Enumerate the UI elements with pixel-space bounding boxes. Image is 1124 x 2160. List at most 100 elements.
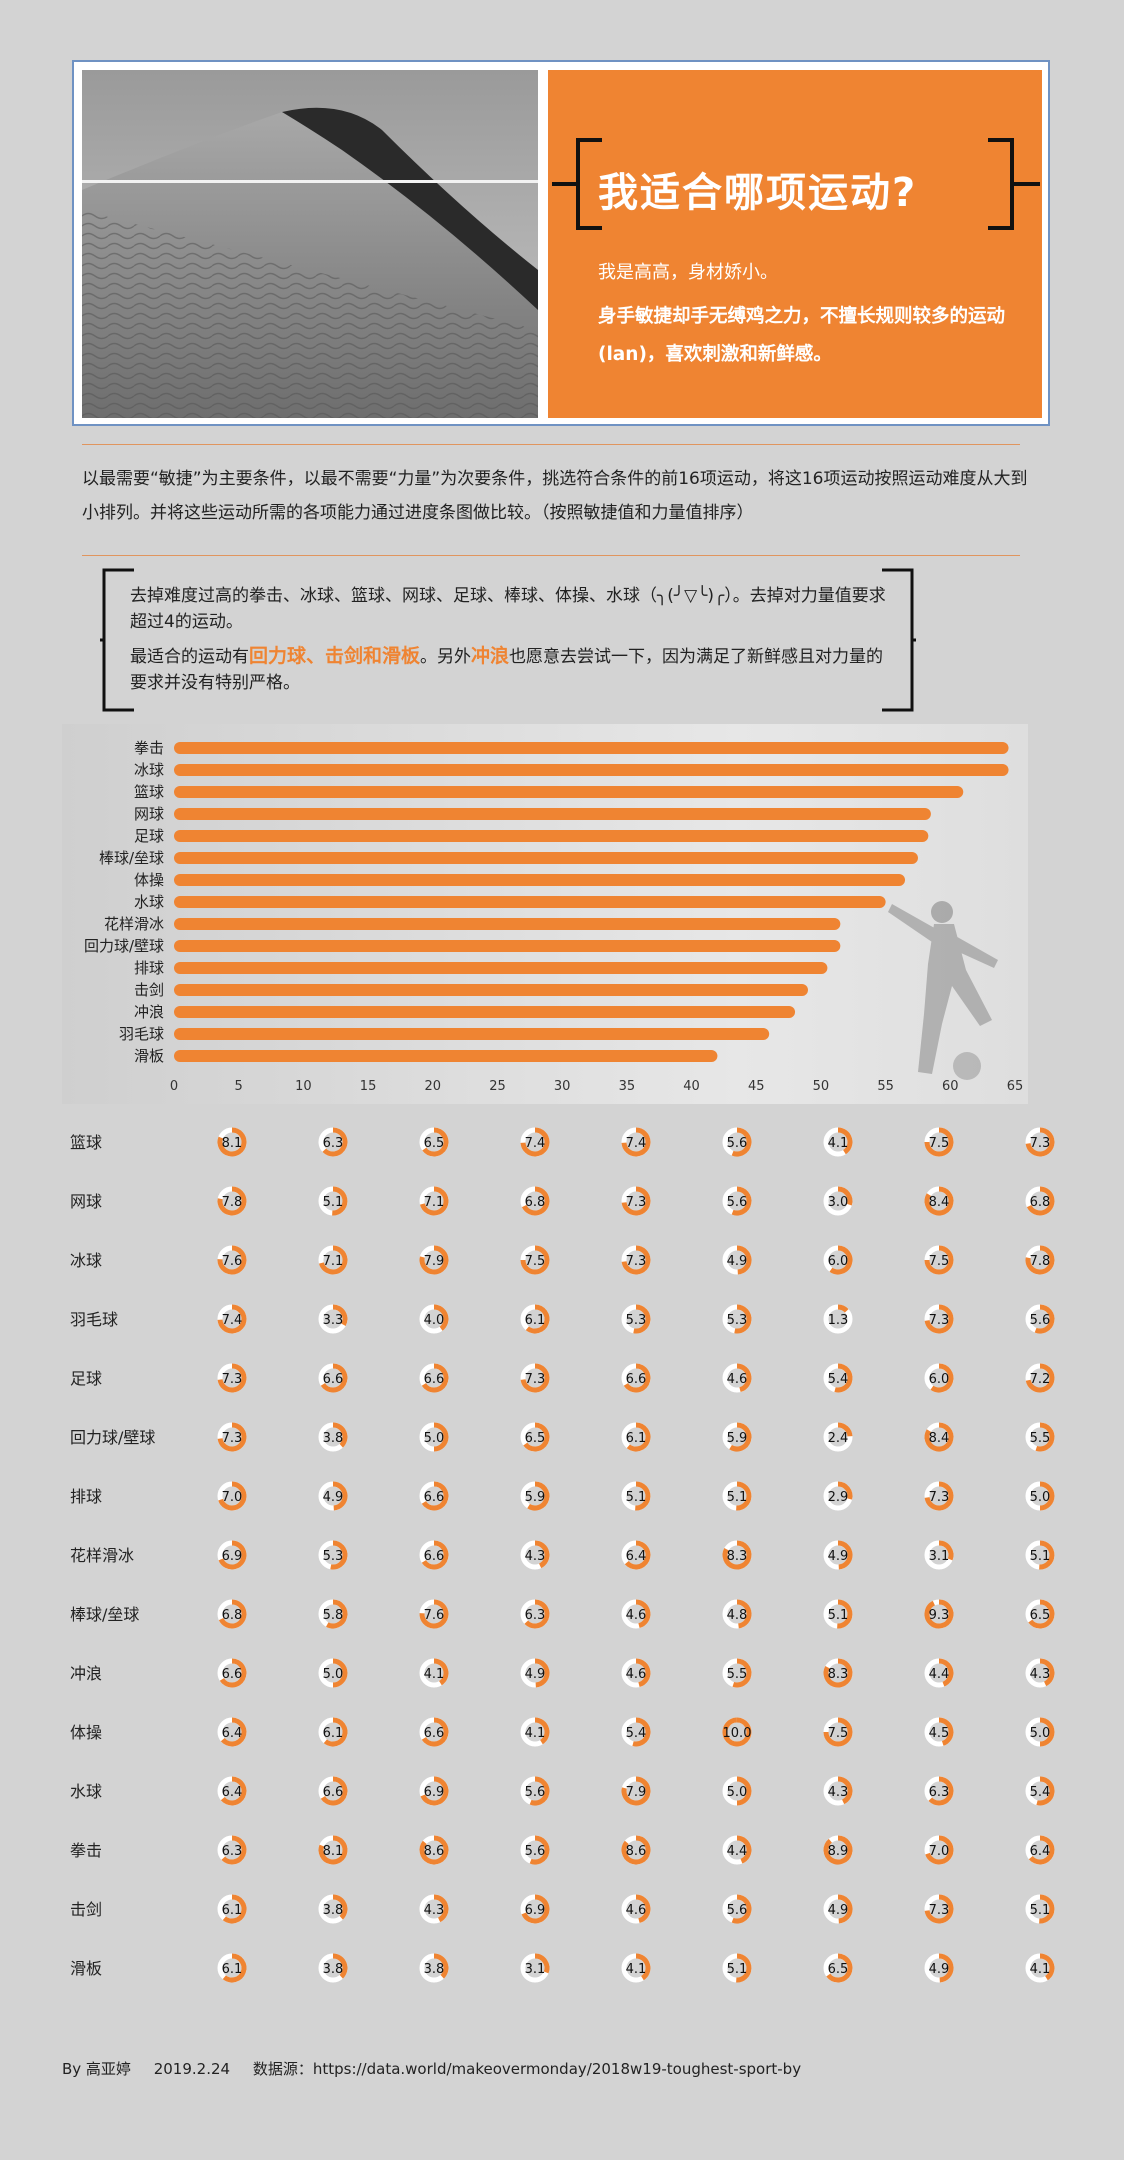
progress-value: 7.3 — [222, 1431, 243, 1446]
progress-arc — [433, 1658, 449, 1686]
progress-arc — [1025, 1363, 1055, 1393]
progress-arc — [924, 1186, 954, 1216]
matrix-row-label: 花样滑冰 — [70, 1546, 134, 1565]
progress-arc — [218, 1481, 247, 1511]
x-tick-label: 65 — [1007, 1079, 1024, 1094]
progress-arc — [837, 1776, 853, 1805]
progress-arc — [736, 1835, 752, 1864]
x-tick-label: 55 — [877, 1079, 894, 1094]
progress-value: 7.3 — [929, 1313, 950, 1328]
progress-value: 8.6 — [424, 1844, 445, 1859]
progress-value: 7.6 — [424, 1608, 445, 1623]
progress-value: 6.1 — [323, 1726, 344, 1741]
intro-line-2: 身手敏捷却手无缚鸡之力，不擅长规则较多的运动(lan)，喜欢刺激和新鲜感。 — [598, 306, 1006, 365]
progress-value: 7.3 — [929, 1490, 950, 1505]
progress-arc — [624, 1540, 651, 1570]
progress-arc — [1025, 1245, 1055, 1275]
progress-value: 3.8 — [323, 1431, 344, 1446]
progress-arc — [534, 1717, 550, 1745]
progress-value: 5.9 — [727, 1431, 748, 1446]
progress-arc — [837, 1186, 853, 1206]
progress-value: 6.0 — [828, 1254, 849, 1269]
progress-arc — [525, 1304, 550, 1334]
matrix-row-label: 网球 — [70, 1192, 102, 1211]
progress-value: 5.0 — [424, 1431, 445, 1446]
progress-arc — [222, 1953, 247, 1983]
progress-value: 6.6 — [222, 1667, 243, 1682]
progress-arc — [433, 1953, 449, 1979]
progress-arc — [731, 1186, 752, 1216]
progress-value: 4.9 — [727, 1254, 748, 1269]
progress-value: 7.0 — [222, 1490, 243, 1505]
progress-arc — [422, 1127, 449, 1157]
progress-arc — [419, 1186, 449, 1216]
progress-arc — [1039, 1717, 1055, 1747]
progress-value: 5.0 — [1030, 1490, 1051, 1505]
progress-arc — [320, 1363, 348, 1393]
progress-value: 5.5 — [1030, 1431, 1051, 1446]
progress-arc — [521, 1186, 550, 1216]
progress-arc — [1028, 1599, 1055, 1629]
progress-arc — [626, 1422, 651, 1452]
progress-value: 4.3 — [525, 1549, 546, 1564]
progress-arc — [924, 1127, 954, 1157]
progress-arc — [823, 1835, 853, 1865]
bar — [174, 786, 964, 798]
progress-arc — [924, 1304, 954, 1334]
progress-value: 6.5 — [1030, 1608, 1051, 1623]
progress-arc — [635, 1481, 651, 1511]
progress-value: 6.9 — [525, 1903, 546, 1918]
progress-arc — [826, 1953, 853, 1983]
progress-value: 6.0 — [929, 1372, 950, 1387]
progress-value: 5.0 — [323, 1667, 344, 1682]
title-bracket-right — [988, 138, 1014, 230]
progress-value: 6.4 — [222, 1726, 243, 1741]
progress-value: 5.6 — [525, 1844, 546, 1859]
progress-value: 6.3 — [323, 1136, 344, 1151]
progress-value: 10.0 — [723, 1726, 752, 1741]
progress-value: 1.3 — [828, 1313, 849, 1328]
progress-arc — [332, 1953, 348, 1979]
progress-value: 6.6 — [424, 1490, 445, 1505]
progress-arc — [529, 1835, 550, 1865]
progress-value: 6.5 — [525, 1431, 546, 1446]
bar-label: 棒球/垒球 — [99, 849, 164, 867]
progress-value: 5.1 — [1030, 1549, 1051, 1564]
bar — [174, 984, 808, 996]
progress-arc — [621, 1776, 651, 1806]
progress-value: 6.1 — [525, 1313, 546, 1328]
progress-arc — [217, 1363, 247, 1393]
note-line-2-mid: 。另外 — [420, 647, 472, 667]
progress-arc — [633, 1304, 651, 1334]
progress-arc — [1036, 1776, 1055, 1806]
progress-arc — [924, 1481, 954, 1511]
bar-label: 冲浪 — [134, 1003, 164, 1021]
progress-arc — [520, 1245, 550, 1275]
progress-value: 5.1 — [323, 1195, 344, 1210]
progress-arc — [1039, 1953, 1055, 1981]
matrix-row-label: 水球 — [70, 1782, 102, 1801]
progress-arc — [419, 1599, 449, 1629]
progress-value: 5.6 — [727, 1903, 748, 1918]
also-try-sport: 冲浪 — [471, 645, 510, 667]
progress-value: 6.9 — [424, 1785, 445, 1800]
progress-arc — [837, 1894, 853, 1924]
matrix-row-label: 篮球 — [70, 1133, 102, 1152]
progress-value: 4.8 — [727, 1608, 748, 1623]
progress-arc — [332, 1894, 348, 1920]
matrix-row-label: 拳击 — [70, 1841, 102, 1860]
bar — [174, 874, 906, 886]
progress-value: 4.3 — [828, 1785, 849, 1800]
bar-label: 水球 — [134, 893, 164, 911]
progress-value: 6.6 — [424, 1372, 445, 1387]
progress-arc — [837, 1304, 849, 1313]
progress-value: 5.0 — [1030, 1726, 1051, 1741]
progress-arc — [924, 1245, 954, 1275]
x-tick-label: 0 — [170, 1079, 178, 1094]
progress-arc — [221, 1835, 247, 1865]
bar — [174, 808, 931, 820]
title-bracket-left — [576, 138, 602, 230]
matrix-row-label: 冰球 — [70, 1251, 102, 1270]
progress-value: 3.1 — [929, 1549, 950, 1564]
footer: By 高亚婷 2019.2.24 数据源：https://data.world/… — [62, 2058, 819, 2079]
